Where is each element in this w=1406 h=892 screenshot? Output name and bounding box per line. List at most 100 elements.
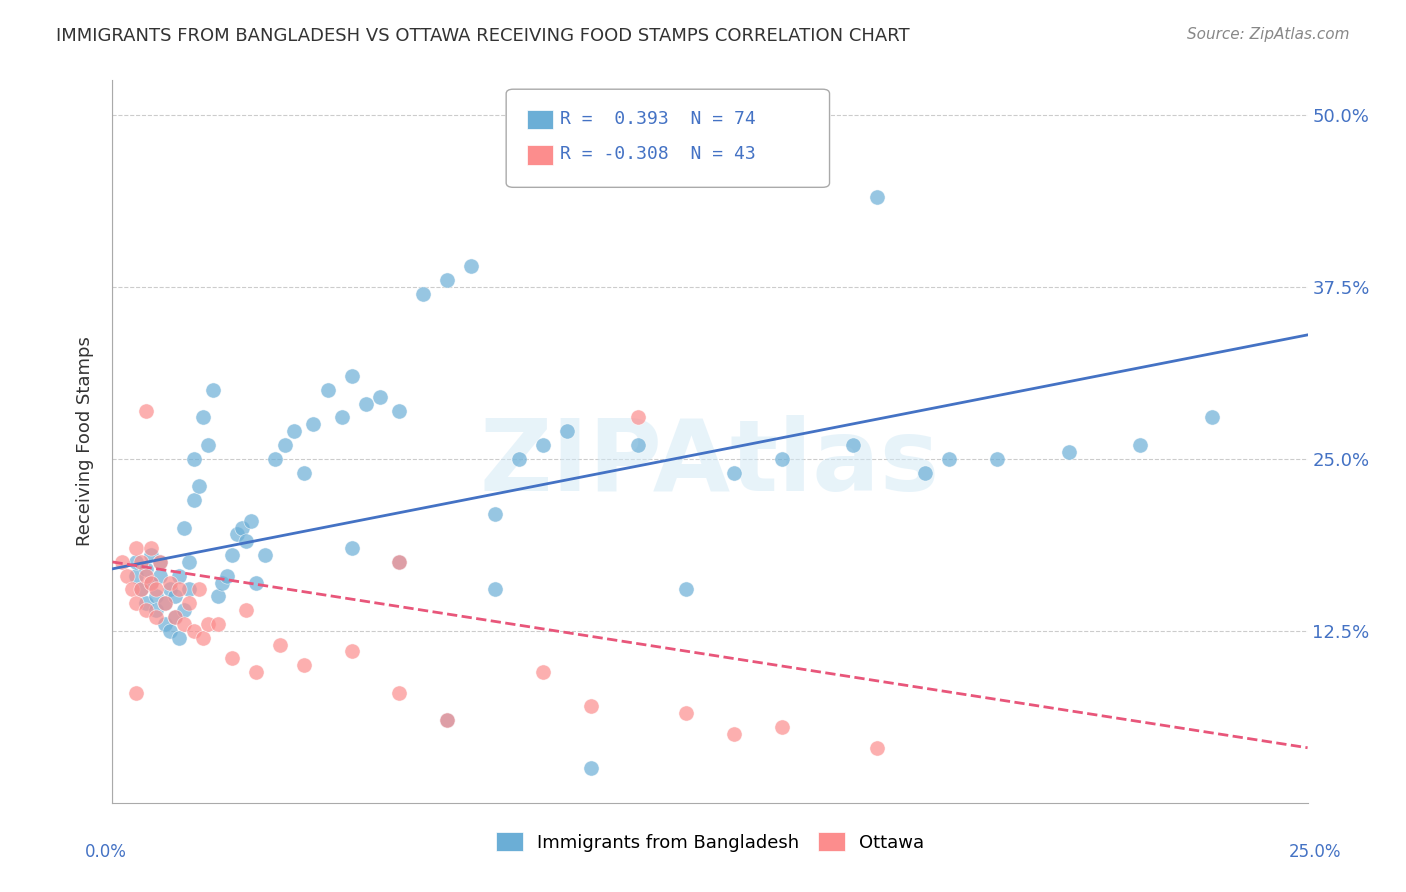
- Point: [866, 190, 889, 204]
- Point: [139, 548, 162, 562]
- Point: [938, 451, 960, 466]
- Text: 25.0%: 25.0%: [1288, 843, 1341, 861]
- Point: [388, 555, 411, 569]
- Point: [1057, 445, 1080, 459]
- Point: [235, 534, 257, 549]
- Point: [292, 466, 315, 480]
- Point: [145, 603, 167, 617]
- Text: Source: ZipAtlas.com: Source: ZipAtlas.com: [1187, 27, 1350, 42]
- Point: [245, 575, 267, 590]
- Point: [254, 548, 277, 562]
- Point: [627, 410, 650, 425]
- Text: R = -0.308  N = 43: R = -0.308 N = 43: [560, 145, 755, 163]
- Point: [245, 665, 267, 679]
- Point: [770, 720, 793, 734]
- Point: [579, 761, 602, 775]
- Point: [1129, 438, 1152, 452]
- Point: [675, 706, 697, 721]
- Point: [173, 616, 195, 631]
- Point: [269, 638, 291, 652]
- Text: R =  0.393  N = 74: R = 0.393 N = 74: [560, 110, 755, 128]
- Point: [460, 259, 482, 273]
- Point: [231, 520, 253, 534]
- Point: [149, 555, 172, 569]
- Point: [842, 438, 865, 452]
- Point: [986, 451, 1008, 466]
- Point: [125, 568, 148, 582]
- Point: [129, 555, 152, 569]
- Point: [388, 403, 411, 417]
- Point: [388, 686, 411, 700]
- Point: [169, 568, 191, 582]
- Point: [153, 596, 176, 610]
- Point: [149, 568, 172, 582]
- Point: [627, 438, 650, 452]
- Point: [436, 273, 458, 287]
- Point: [159, 582, 181, 597]
- Point: [129, 582, 152, 597]
- Point: [125, 541, 148, 556]
- Point: [412, 286, 434, 301]
- Point: [340, 541, 363, 556]
- Point: [508, 451, 530, 466]
- Point: [388, 555, 411, 569]
- Point: [201, 383, 224, 397]
- Point: [173, 520, 195, 534]
- Point: [225, 527, 247, 541]
- Point: [163, 610, 186, 624]
- Point: [135, 562, 157, 576]
- Point: [330, 410, 353, 425]
- Point: [145, 610, 167, 624]
- Point: [316, 383, 339, 397]
- Point: [436, 713, 458, 727]
- Point: [125, 686, 148, 700]
- Point: [153, 596, 176, 610]
- Point: [135, 568, 157, 582]
- Point: [436, 713, 458, 727]
- Text: ZIPAtlas: ZIPAtlas: [479, 415, 941, 512]
- Point: [368, 390, 391, 404]
- Point: [139, 575, 162, 590]
- Point: [235, 603, 257, 617]
- Point: [145, 590, 167, 604]
- Point: [153, 616, 176, 631]
- Point: [163, 590, 186, 604]
- Point: [723, 466, 745, 480]
- Point: [159, 624, 181, 638]
- Point: [531, 665, 554, 679]
- Point: [193, 631, 215, 645]
- Point: [579, 699, 602, 714]
- Point: [145, 582, 167, 597]
- Point: [169, 582, 191, 597]
- Point: [135, 603, 157, 617]
- Point: [221, 651, 243, 665]
- Y-axis label: Receiving Food Stamps: Receiving Food Stamps: [76, 336, 94, 547]
- Point: [149, 555, 172, 569]
- Point: [115, 568, 138, 582]
- Text: 0.0%: 0.0%: [84, 843, 127, 861]
- Point: [169, 631, 191, 645]
- Point: [1201, 410, 1223, 425]
- Point: [914, 466, 936, 480]
- Point: [292, 658, 315, 673]
- Point: [555, 424, 578, 438]
- Point: [177, 582, 200, 597]
- Point: [340, 369, 363, 384]
- Point: [273, 438, 295, 452]
- Point: [770, 451, 793, 466]
- Point: [240, 514, 263, 528]
- Point: [484, 507, 506, 521]
- Point: [139, 575, 162, 590]
- Legend: Immigrants from Bangladesh, Ottawa: Immigrants from Bangladesh, Ottawa: [489, 825, 931, 859]
- Point: [129, 582, 152, 597]
- Point: [173, 603, 195, 617]
- Point: [211, 575, 233, 590]
- Point: [183, 493, 205, 508]
- Point: [187, 582, 209, 597]
- Point: [197, 438, 219, 452]
- Point: [135, 596, 157, 610]
- Point: [159, 575, 181, 590]
- Point: [121, 582, 143, 597]
- Point: [125, 555, 148, 569]
- Point: [264, 451, 287, 466]
